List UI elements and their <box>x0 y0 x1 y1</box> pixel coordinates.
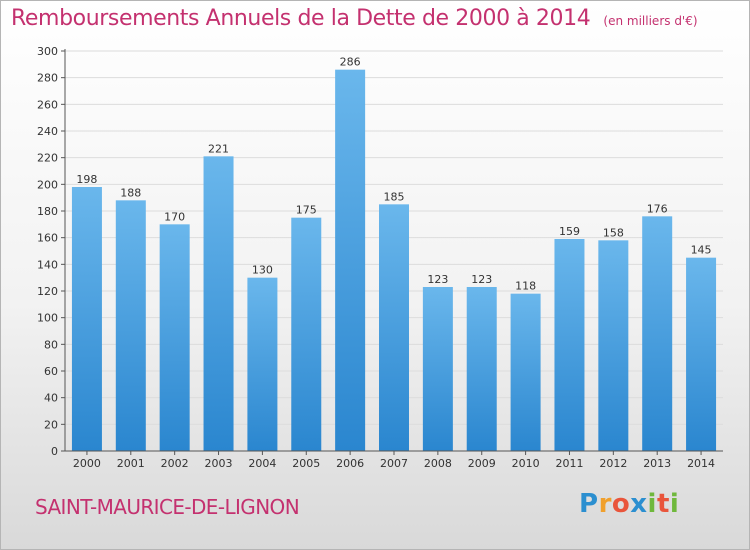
chart-unit: (en milliers d'€) <box>603 14 698 28</box>
x-tick-label: 2012 <box>599 457 627 470</box>
y-tick-label: 0 <box>51 445 58 458</box>
brand-letter: t <box>656 489 670 519</box>
bar <box>642 216 673 451</box>
y-tick-label: 100 <box>37 312 58 325</box>
y-tick-label: 80 <box>44 338 58 351</box>
brand-logo: Proxiti <box>579 489 679 519</box>
x-tick-label: 2008 <box>424 457 452 470</box>
bar <box>422 287 453 451</box>
x-tick-label: 2000 <box>73 457 101 470</box>
data-label: 176 <box>647 202 668 215</box>
bar <box>159 224 190 451</box>
y-tick-label: 120 <box>37 285 58 298</box>
data-label: 123 <box>427 273 448 286</box>
brand-letter: i <box>669 489 680 519</box>
bar <box>291 217 322 451</box>
x-tick-label: 2010 <box>512 457 540 470</box>
data-label: 159 <box>559 225 580 238</box>
bar <box>554 239 585 451</box>
bar <box>115 200 146 451</box>
x-tick-label: 2003 <box>205 457 233 470</box>
brand-letter: P <box>579 489 599 519</box>
brand-letter: i <box>647 489 657 519</box>
bar <box>598 240 629 451</box>
x-tick-label: 2013 <box>643 457 671 470</box>
commune-name: SAINT-MAURICE-DE-LIGNON <box>35 495 300 519</box>
x-tick-label: 2014 <box>687 457 715 470</box>
data-label: 123 <box>471 273 492 286</box>
x-tick-label: 2001 <box>117 457 145 470</box>
x-tick-label: 2009 <box>468 457 496 470</box>
data-label: 198 <box>76 173 97 186</box>
data-label: 175 <box>296 204 317 217</box>
bar <box>686 257 717 451</box>
x-tick-label: 2004 <box>248 457 276 470</box>
bar <box>71 187 102 451</box>
bar <box>203 156 234 452</box>
y-tick-label: 220 <box>37 152 58 165</box>
bar <box>510 293 541 451</box>
data-label: 221 <box>208 142 229 155</box>
chart-title: Remboursements Annuels de la Dette de 20… <box>11 6 698 31</box>
bar <box>379 204 409 451</box>
x-tick-label: 2011 <box>555 457 583 470</box>
y-tick-label: 160 <box>37 232 58 245</box>
y-tick-label: 20 <box>44 418 58 431</box>
bar <box>466 287 497 451</box>
x-tick-label: 2005 <box>292 457 320 470</box>
brand-letter: r <box>598 489 612 519</box>
y-tick-label: 60 <box>44 365 58 378</box>
data-label: 188 <box>120 186 141 199</box>
x-tick-label: 2002 <box>161 457 189 470</box>
data-label: 185 <box>384 190 405 203</box>
brand-letter: o <box>611 489 631 519</box>
y-tick-label: 40 <box>44 392 58 405</box>
y-tick-label: 260 <box>37 98 58 111</box>
chart-title-main: Remboursements Annuels de la Dette de 20… <box>11 6 591 31</box>
y-tick-label: 140 <box>37 258 58 271</box>
data-label: 286 <box>340 56 361 69</box>
bar <box>335 69 366 452</box>
y-tick-label: 300 <box>37 45 58 58</box>
x-tick-label: 2007 <box>380 457 408 470</box>
bar <box>247 277 278 451</box>
y-tick-label: 240 <box>37 125 58 138</box>
data-label: 158 <box>603 226 624 239</box>
x-tick-label: 2006 <box>336 457 364 470</box>
data-label: 118 <box>515 280 536 293</box>
data-label: 145 <box>691 244 712 257</box>
y-tick-label: 280 <box>37 72 58 85</box>
y-tick-label: 180 <box>37 205 58 218</box>
y-tick-label: 200 <box>37 178 58 191</box>
data-label: 130 <box>252 264 273 277</box>
data-label: 170 <box>164 210 185 223</box>
brand-letter: x <box>630 489 648 519</box>
